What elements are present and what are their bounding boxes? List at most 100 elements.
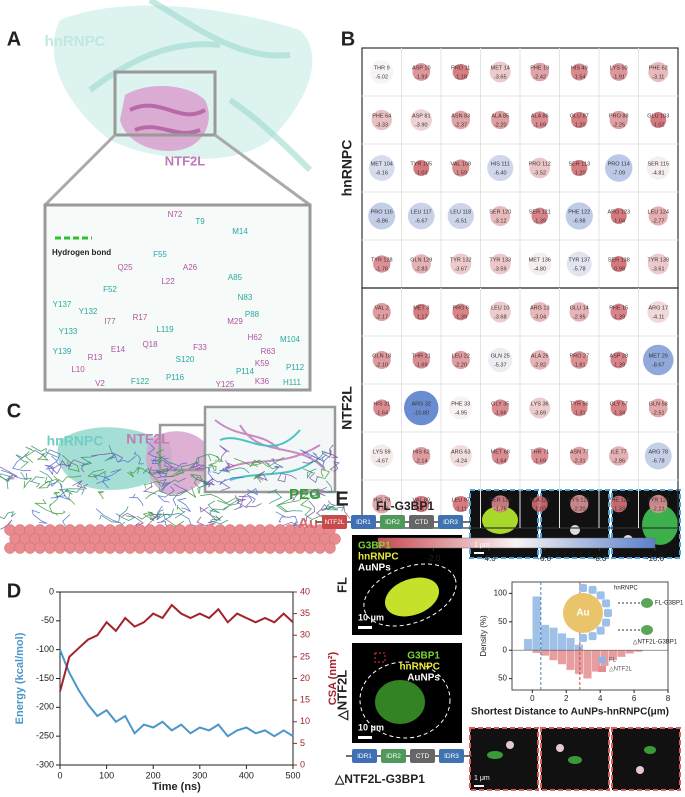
- peg-chain: [216, 498, 239, 506]
- hnrnpc-icon: [596, 591, 605, 600]
- au-atom: [274, 542, 286, 554]
- au-atom: [194, 542, 206, 554]
- residue-label: Q25: [117, 263, 133, 272]
- value-label: -0.98: [612, 266, 625, 272]
- au-atom: [164, 542, 176, 554]
- scale-label: 10 μm: [358, 722, 384, 732]
- cell-signal: [384, 577, 440, 617]
- y2-tick-label: 25: [300, 651, 310, 661]
- hist-bar: [532, 596, 542, 651]
- x-tick-label: 2: [564, 694, 569, 703]
- energy-bubble: [643, 344, 674, 376]
- value-label: -1.17: [415, 506, 428, 512]
- residue-label: S120: [176, 355, 195, 364]
- residue-label: PRO 116: [371, 209, 393, 215]
- series-line: [59, 649, 294, 738]
- residue-label: GLU 14: [570, 305, 589, 311]
- au-atom: [114, 542, 126, 554]
- residue-label: T9: [195, 217, 205, 226]
- au-atom: [184, 542, 196, 554]
- colorbar-tick-label: 0.0: [372, 554, 384, 563]
- peg-chain: [292, 489, 320, 502]
- peg-chain: [151, 459, 179, 467]
- energy-bubble: [569, 302, 590, 322]
- residue-label: ARG 32: [411, 401, 431, 407]
- value-label: -2.10: [375, 362, 388, 368]
- energy-bubble: [489, 61, 511, 83]
- cell-signal: [375, 680, 425, 724]
- value-label: -3.04: [533, 314, 546, 320]
- hist-bar: [549, 650, 558, 661]
- hist-bar: [566, 650, 575, 671]
- energy-bubble: [368, 155, 395, 181]
- residue-label: GLY 57: [610, 401, 628, 407]
- y-tick-label: -200: [36, 702, 54, 712]
- peg-chain: [329, 461, 340, 473]
- value-label: -3.61: [652, 266, 665, 272]
- residue-label: GLY 35: [491, 401, 509, 407]
- peg-chain: [234, 495, 248, 509]
- zoom-row-dntf2l: [469, 727, 681, 791]
- energy-bubble: [372, 351, 391, 369]
- energy-bubble: [412, 446, 431, 466]
- residue-label: H62: [248, 333, 263, 342]
- au-atom: [294, 542, 306, 554]
- residue-label: MET 3: [413, 305, 429, 311]
- residue-label: A85: [228, 273, 243, 282]
- g3bp1-icon: [641, 625, 653, 635]
- energy-bubble: [609, 110, 628, 130]
- energy-bubble: [489, 253, 511, 275]
- residue-label: ARG 78: [648, 449, 668, 455]
- au-atom: [154, 542, 166, 554]
- au-atom: [204, 542, 216, 554]
- residue-label: P88: [245, 310, 260, 319]
- value-label: -1.31: [573, 410, 586, 416]
- value-label: -2.51: [652, 410, 665, 416]
- value-label: -1.81: [573, 362, 586, 368]
- value-label: -1.39: [612, 314, 625, 320]
- hist-bar: [566, 637, 575, 651]
- peg-chain: [39, 470, 54, 484]
- peg-chain: [238, 495, 262, 508]
- residue-label: LYS 123: [569, 497, 590, 503]
- peg-chain: [264, 461, 280, 474]
- peg-chain: [164, 462, 188, 472]
- energy-bubble: [610, 256, 627, 272]
- y-axis-label: Energy (kcal/mol): [14, 632, 26, 724]
- hnrnpc-icon: [588, 585, 597, 594]
- peg-chain: [308, 472, 319, 484]
- peg-chain: [275, 511, 291, 523]
- residue-label: TYR 128: [371, 257, 393, 263]
- y2-tick-label: 40: [300, 586, 310, 596]
- residue-label: ALA 85: [491, 113, 509, 119]
- peg-chain: [104, 444, 116, 462]
- protein-label: hnRNPC: [47, 433, 104, 449]
- residue-label: HIS 111: [491, 161, 510, 167]
- peg-chain: [144, 481, 168, 489]
- value-label: -1.34: [612, 410, 625, 416]
- peg-chain: [209, 515, 229, 525]
- zoom-image: [611, 727, 681, 791]
- residue-label: ARG 63: [451, 449, 471, 455]
- domain-box: [322, 515, 347, 529]
- value-label: -2.42: [533, 74, 546, 80]
- energy-bubble: [452, 159, 470, 177]
- y-tick-label: 50: [498, 617, 507, 626]
- residue-label: PHE 124: [608, 497, 630, 503]
- hnrnpc-model: [57, 427, 172, 490]
- domain-box: [409, 515, 434, 529]
- residue-label: SER 113: [568, 161, 590, 167]
- peg-chain: [172, 483, 189, 507]
- energy-bubble: [529, 350, 550, 370]
- y2-tick-label: 5: [300, 738, 305, 748]
- energy-bubble: [570, 351, 588, 369]
- residue-label: PHE 19: [530, 65, 549, 71]
- peg-chain: [219, 467, 250, 473]
- value-label: -3.33: [375, 122, 388, 128]
- residue-label: LEU 97: [452, 497, 470, 503]
- au-atom: [54, 542, 66, 554]
- zoom-signal: [482, 506, 518, 534]
- value-label: -4.24: [454, 458, 467, 464]
- energy-bubble: [610, 399, 628, 417]
- residue-label: TYR 125: [647, 497, 669, 503]
